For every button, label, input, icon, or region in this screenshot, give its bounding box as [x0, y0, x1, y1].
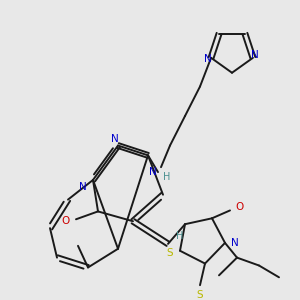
- Text: S: S: [197, 290, 203, 300]
- Text: N: N: [111, 134, 119, 144]
- Text: O: O: [236, 202, 244, 212]
- Text: O: O: [62, 216, 70, 226]
- Text: H: H: [163, 172, 171, 182]
- Text: S: S: [167, 248, 173, 258]
- Text: H: H: [176, 231, 184, 241]
- Text: N: N: [251, 50, 259, 60]
- Text: N: N: [231, 238, 239, 248]
- Text: N: N: [79, 182, 87, 192]
- Text: N: N: [149, 167, 157, 177]
- Text: N: N: [204, 54, 212, 64]
